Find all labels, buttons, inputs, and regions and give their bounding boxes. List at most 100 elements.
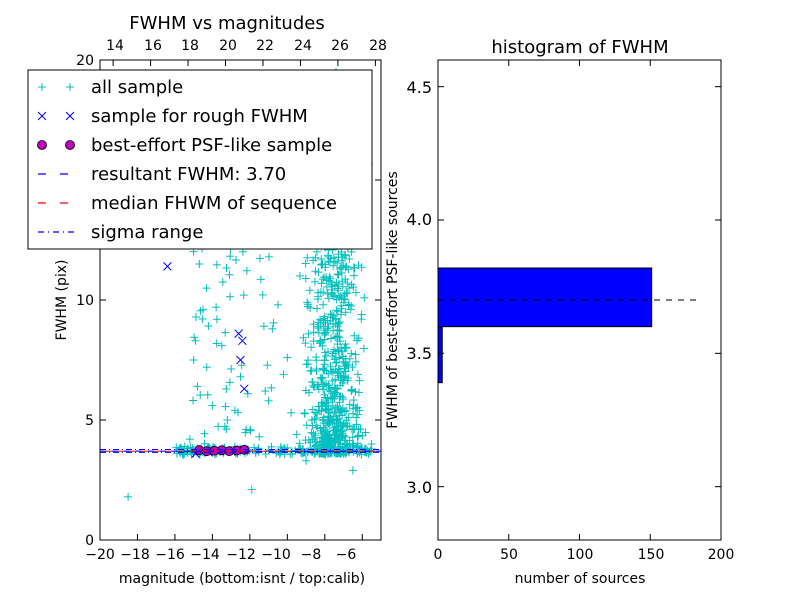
scatter-point: [323, 430, 332, 439]
legend-label: sample for rough FWHM: [91, 106, 308, 127]
scatter-point: [317, 374, 326, 383]
scatter-reference-lines: [100, 449, 381, 453]
scatter-point: [267, 383, 276, 392]
scatter-point: [345, 254, 354, 263]
scatter-point: [313, 304, 322, 313]
x-tick: −18: [120, 547, 150, 563]
scatter-point: [200, 439, 209, 448]
scatter-point: [328, 394, 337, 403]
scatter-point: [324, 294, 333, 303]
scatter-point-plus: [217, 341, 226, 350]
scatter-point: [309, 256, 318, 265]
scatter-point: [354, 334, 363, 343]
scatter-point: [320, 380, 329, 389]
scatter-point: [308, 377, 317, 386]
scatter-point: [338, 429, 347, 438]
scatter-point: [335, 346, 344, 355]
top-tick: 20: [219, 38, 237, 54]
top-tick: 14: [106, 38, 124, 54]
legend-marker-circle: [65, 140, 75, 150]
scatter-point: [326, 434, 335, 443]
scatter-point: [331, 257, 340, 266]
scatter-point-plus: [287, 408, 296, 417]
histogram-y-ticks: 3.0 3.5 4.0 4.5: [407, 78, 432, 497]
scatter-point: [326, 383, 335, 392]
scatter-point-plus: [283, 353, 292, 362]
scatter-point: [317, 407, 326, 416]
scatter-point: [321, 318, 330, 327]
scatter-point: [342, 406, 351, 415]
scatter-point: [256, 275, 265, 284]
histogram-bar: [437, 267, 653, 328]
legend-marker-circle: [37, 140, 47, 150]
scatter-point: [299, 333, 308, 342]
scatter-point: [354, 442, 363, 451]
legend-markers: [37, 83, 76, 233]
scatter-point: [319, 326, 328, 335]
scatter-point-plus: [311, 267, 320, 276]
scatter-point: [318, 373, 327, 382]
scatter-point-plus: [279, 370, 288, 379]
x-tick: −16: [155, 547, 185, 563]
scatter-point: [337, 301, 346, 310]
scatter-point: [331, 347, 340, 356]
scatter-point: [218, 278, 227, 287]
scatter-point-plus: [230, 406, 239, 415]
legend-box: [27, 69, 373, 250]
scatter-point: [226, 252, 235, 261]
scatter-point: [312, 365, 321, 374]
scatter-point: [361, 428, 370, 437]
x-b: [65, 111, 75, 121]
x-tick: −12: [226, 547, 256, 563]
y-tick: 10: [76, 293, 94, 309]
scatter-point: [303, 253, 312, 262]
scatter-point: [324, 369, 333, 378]
scatter-point: [326, 394, 335, 403]
scatter-point: [339, 294, 348, 303]
scatter-point: [337, 263, 346, 272]
scatter-point: [325, 443, 334, 452]
scatter-point: [200, 429, 209, 438]
scatter-point: [322, 406, 331, 415]
scatter-point: [341, 295, 350, 304]
scatter-point: [325, 258, 334, 267]
legend-label: best-effort PSF-like sample: [91, 135, 332, 156]
scatter-point: [320, 365, 329, 374]
scatter-point-plus: [189, 356, 198, 364]
scatter-point: [326, 362, 335, 371]
scatter-point: [300, 409, 309, 418]
scatter-point: [203, 390, 212, 399]
scatter-point: [347, 349, 356, 358]
histogram-title: histogram of FWHM: [491, 37, 668, 58]
scatter-point-x: [239, 384, 249, 394]
x-b: [163, 262, 172, 271]
x-tick: 0: [434, 547, 443, 563]
scatter-point: [329, 261, 338, 270]
scatter-point: [320, 348, 329, 357]
scatter-point: [342, 361, 351, 370]
scatter-point: [239, 291, 248, 300]
scatter-point: [324, 398, 333, 407]
scatter-point: [269, 318, 278, 327]
x-b: [37, 111, 47, 121]
x-b: [234, 329, 243, 338]
scatter-point: [336, 373, 345, 382]
scatter-point: [329, 412, 338, 421]
scatter-point: [311, 414, 320, 423]
scatter-point: [351, 350, 360, 359]
scatter-point: [319, 419, 328, 428]
scatter-point: [301, 448, 310, 457]
scatter-point: [325, 413, 334, 422]
scatter-point: [307, 343, 316, 352]
scatter-point: [307, 428, 316, 437]
scatter-title: FWHM vs magnitudes: [129, 13, 324, 34]
scatter-point: [354, 261, 363, 270]
scatter-point: [301, 386, 310, 395]
scatter-point: [301, 259, 310, 268]
scatter-point-plus: [264, 396, 273, 405]
scatter-point-x: [236, 355, 245, 365]
scatter-point: [341, 343, 350, 352]
x-tick: −6: [336, 547, 357, 563]
histogram-panel: histogram of FWHM 3.0 3.5 4.0 4.5 0 50 1…: [385, 37, 734, 587]
